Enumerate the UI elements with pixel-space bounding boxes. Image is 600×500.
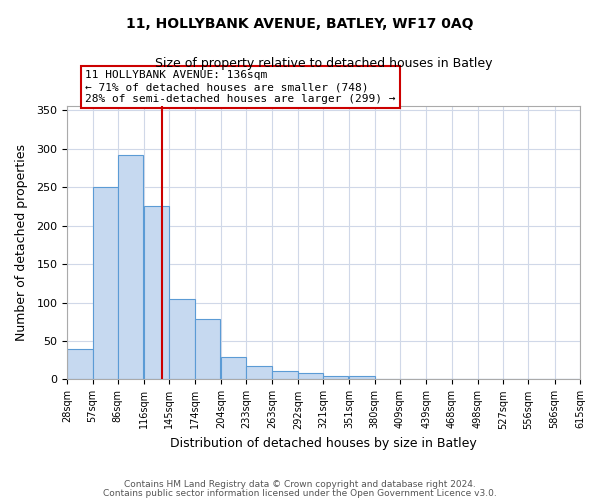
Bar [67, 350, 92, 380]
Bar [169, 298, 195, 380]
Bar [118, 155, 143, 380]
Text: 11, HOLLYBANK AVENUE, BATLEY, WF17 0AQ: 11, HOLLYBANK AVENUE, BATLEY, WF17 0AQ [126, 18, 474, 32]
Bar [400, 378, 425, 380]
Bar [426, 378, 452, 380]
Bar [221, 357, 246, 380]
Text: Contains public sector information licensed under the Open Government Licence v3: Contains public sector information licen… [103, 489, 497, 498]
Bar [452, 378, 477, 380]
Bar [349, 376, 374, 380]
X-axis label: Distribution of detached houses by size in Batley: Distribution of detached houses by size … [170, 437, 477, 450]
Bar [298, 372, 323, 380]
Title: Size of property relative to detached houses in Batley: Size of property relative to detached ho… [155, 58, 493, 70]
Bar [92, 187, 118, 380]
Bar [144, 206, 169, 380]
Bar [554, 378, 580, 380]
Text: 11 HOLLYBANK AVENUE: 136sqm
← 71% of detached houses are smaller (748)
28% of se: 11 HOLLYBANK AVENUE: 136sqm ← 71% of det… [85, 70, 395, 104]
Bar [195, 320, 220, 380]
Y-axis label: Number of detached properties: Number of detached properties [15, 144, 28, 342]
Bar [323, 376, 349, 380]
Bar [246, 366, 272, 380]
Text: Contains HM Land Registry data © Crown copyright and database right 2024.: Contains HM Land Registry data © Crown c… [124, 480, 476, 489]
Bar [272, 371, 298, 380]
Bar [374, 378, 400, 380]
